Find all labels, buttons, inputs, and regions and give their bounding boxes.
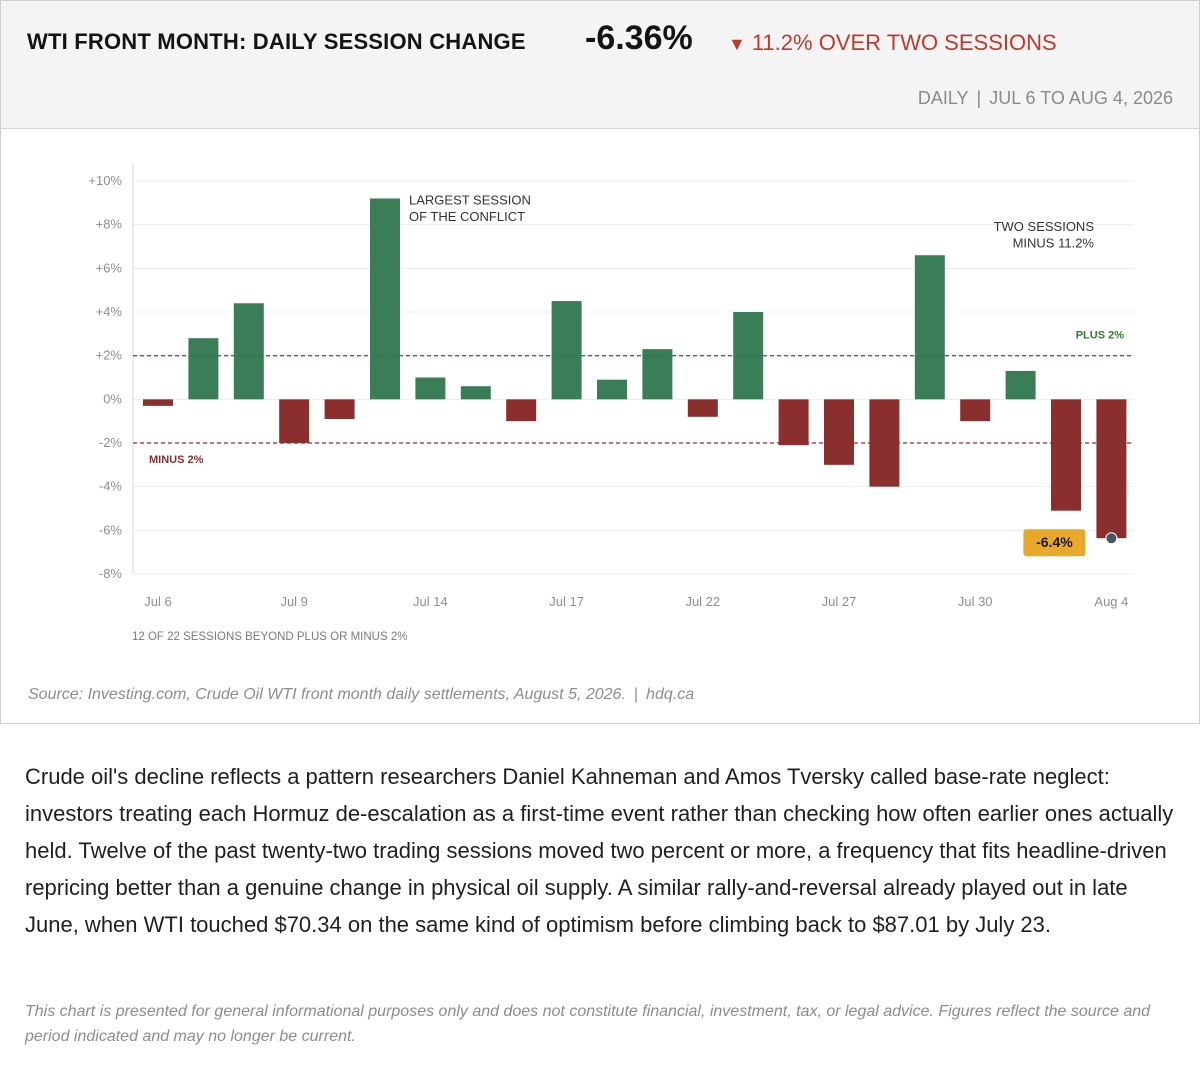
- chart-header: WTI FRONT MONTH: DAILY SESSION CHANGE -6…: [1, 1, 1199, 129]
- bar-jul-13: [370, 198, 400, 400]
- y-tick-label: -8%: [99, 566, 123, 581]
- bar-jul-20: [597, 379, 627, 400]
- chart-footnote: 12 OF 22 SESSIONS BEYOND PLUS OR MINUS 2…: [132, 631, 407, 643]
- y-tick-label: -6%: [99, 522, 123, 537]
- bar-chart: +10% +8% +6% +4% +2% 0% -2% -4% -6% -8% PLUS 2% MIN…: [88, 163, 1134, 643]
- annotation-text: OF THE CONFLICT: [409, 209, 525, 224]
- bar-jul-14: [415, 377, 446, 400]
- x-tick-label: Jul 22: [685, 594, 720, 609]
- annotation-text: TWO SESSIONS: [994, 219, 1095, 234]
- bar-jul-27: [824, 399, 854, 465]
- bar-aug-4: [1096, 399, 1127, 539]
- down-triangle-icon: ▼: [728, 34, 746, 54]
- x-tick-label: Aug 4: [1094, 594, 1128, 609]
- bar-jul-30: [960, 399, 991, 422]
- source-text: Source: Investing.com, Crude Oil WTI fro…: [28, 686, 626, 703]
- bar-aug-3: [1051, 399, 1081, 511]
- period-label: DAILY: [917, 88, 969, 108]
- bar-jul-31: [1005, 370, 1036, 400]
- date-range: JUL 6 TO AUG 4, 2026: [989, 88, 1173, 108]
- bar-jul-22: [687, 399, 718, 417]
- bar-jul-7: [188, 338, 219, 400]
- y-tick-label: 0%: [103, 391, 122, 406]
- bar-jul-21: [642, 349, 673, 400]
- value-callout-label: -6.4%: [1036, 534, 1073, 550]
- value-callout-box: [1023, 529, 1086, 557]
- bar-jul-29: [914, 255, 945, 400]
- bar-jul-24: [778, 399, 809, 446]
- period-separator: |: [976, 88, 982, 108]
- bar-jul-10: [324, 399, 355, 419]
- bar-jul-6: [143, 399, 173, 406]
- annotation-text: MINUS 11.2%: [1013, 236, 1095, 251]
- source-line: Source: Investing.com, Crude Oil WTI fro…: [28, 686, 694, 704]
- source-separator: |: [633, 686, 639, 703]
- y-tick-label: +10%: [88, 173, 122, 188]
- x-tick-label: Jul 6: [144, 594, 171, 609]
- y-tick-label: +8%: [96, 217, 123, 232]
- annotation-text: LARGEST SESSION: [409, 192, 531, 207]
- two-session-change: ▼ 11.2% OVER TWO SESSIONS: [728, 30, 1057, 56]
- chart-card: WTI FRONT MONTH: DAILY SESSION CHANGE -6…: [0, 0, 1200, 724]
- x-tick-label: Jul 9: [280, 594, 307, 609]
- bar-jul-16: [506, 399, 537, 422]
- x-tick-label: Jul 27: [822, 594, 857, 609]
- period-subtitle: DAILY | JUL 6 TO AUG 4, 2026: [918, 88, 1173, 109]
- x-tick-label: Jul 17: [549, 594, 584, 609]
- chart-title: WTI FRONT MONTH: DAILY SESSION CHANGE: [27, 29, 526, 54]
- bar-jul-15: [460, 386, 491, 400]
- disclaimer: This chart is presented for general info…: [25, 1003, 1151, 1045]
- bar-jul-8: [233, 303, 264, 400]
- endpoint-marker: [1105, 532, 1118, 545]
- source-site: hdq.ca: [646, 686, 695, 703]
- bar-jul-9: [279, 399, 310, 443]
- x-tick-label: Jul 30: [958, 594, 993, 609]
- y-tick-label: +2%: [96, 348, 123, 363]
- y-tick-label: -4%: [99, 479, 123, 494]
- reference-label-minus: MINUS 2%: [149, 454, 204, 466]
- headline-value: -6.36%: [585, 19, 693, 57]
- two-session-change-text: 11.2% OVER TWO SESSIONS: [751, 30, 1057, 55]
- article-paragraph: Crude oil's decline reflects a pattern r…: [25, 764, 1174, 937]
- reference-label-plus: PLUS 2%: [1076, 330, 1125, 342]
- y-tick-label: +6%: [96, 260, 123, 275]
- bar-jul-17: [551, 301, 582, 400]
- x-tick-label: Jul 14: [413, 594, 448, 609]
- y-tick-label: +4%: [96, 304, 123, 319]
- y-tick-label: -2%: [99, 435, 123, 450]
